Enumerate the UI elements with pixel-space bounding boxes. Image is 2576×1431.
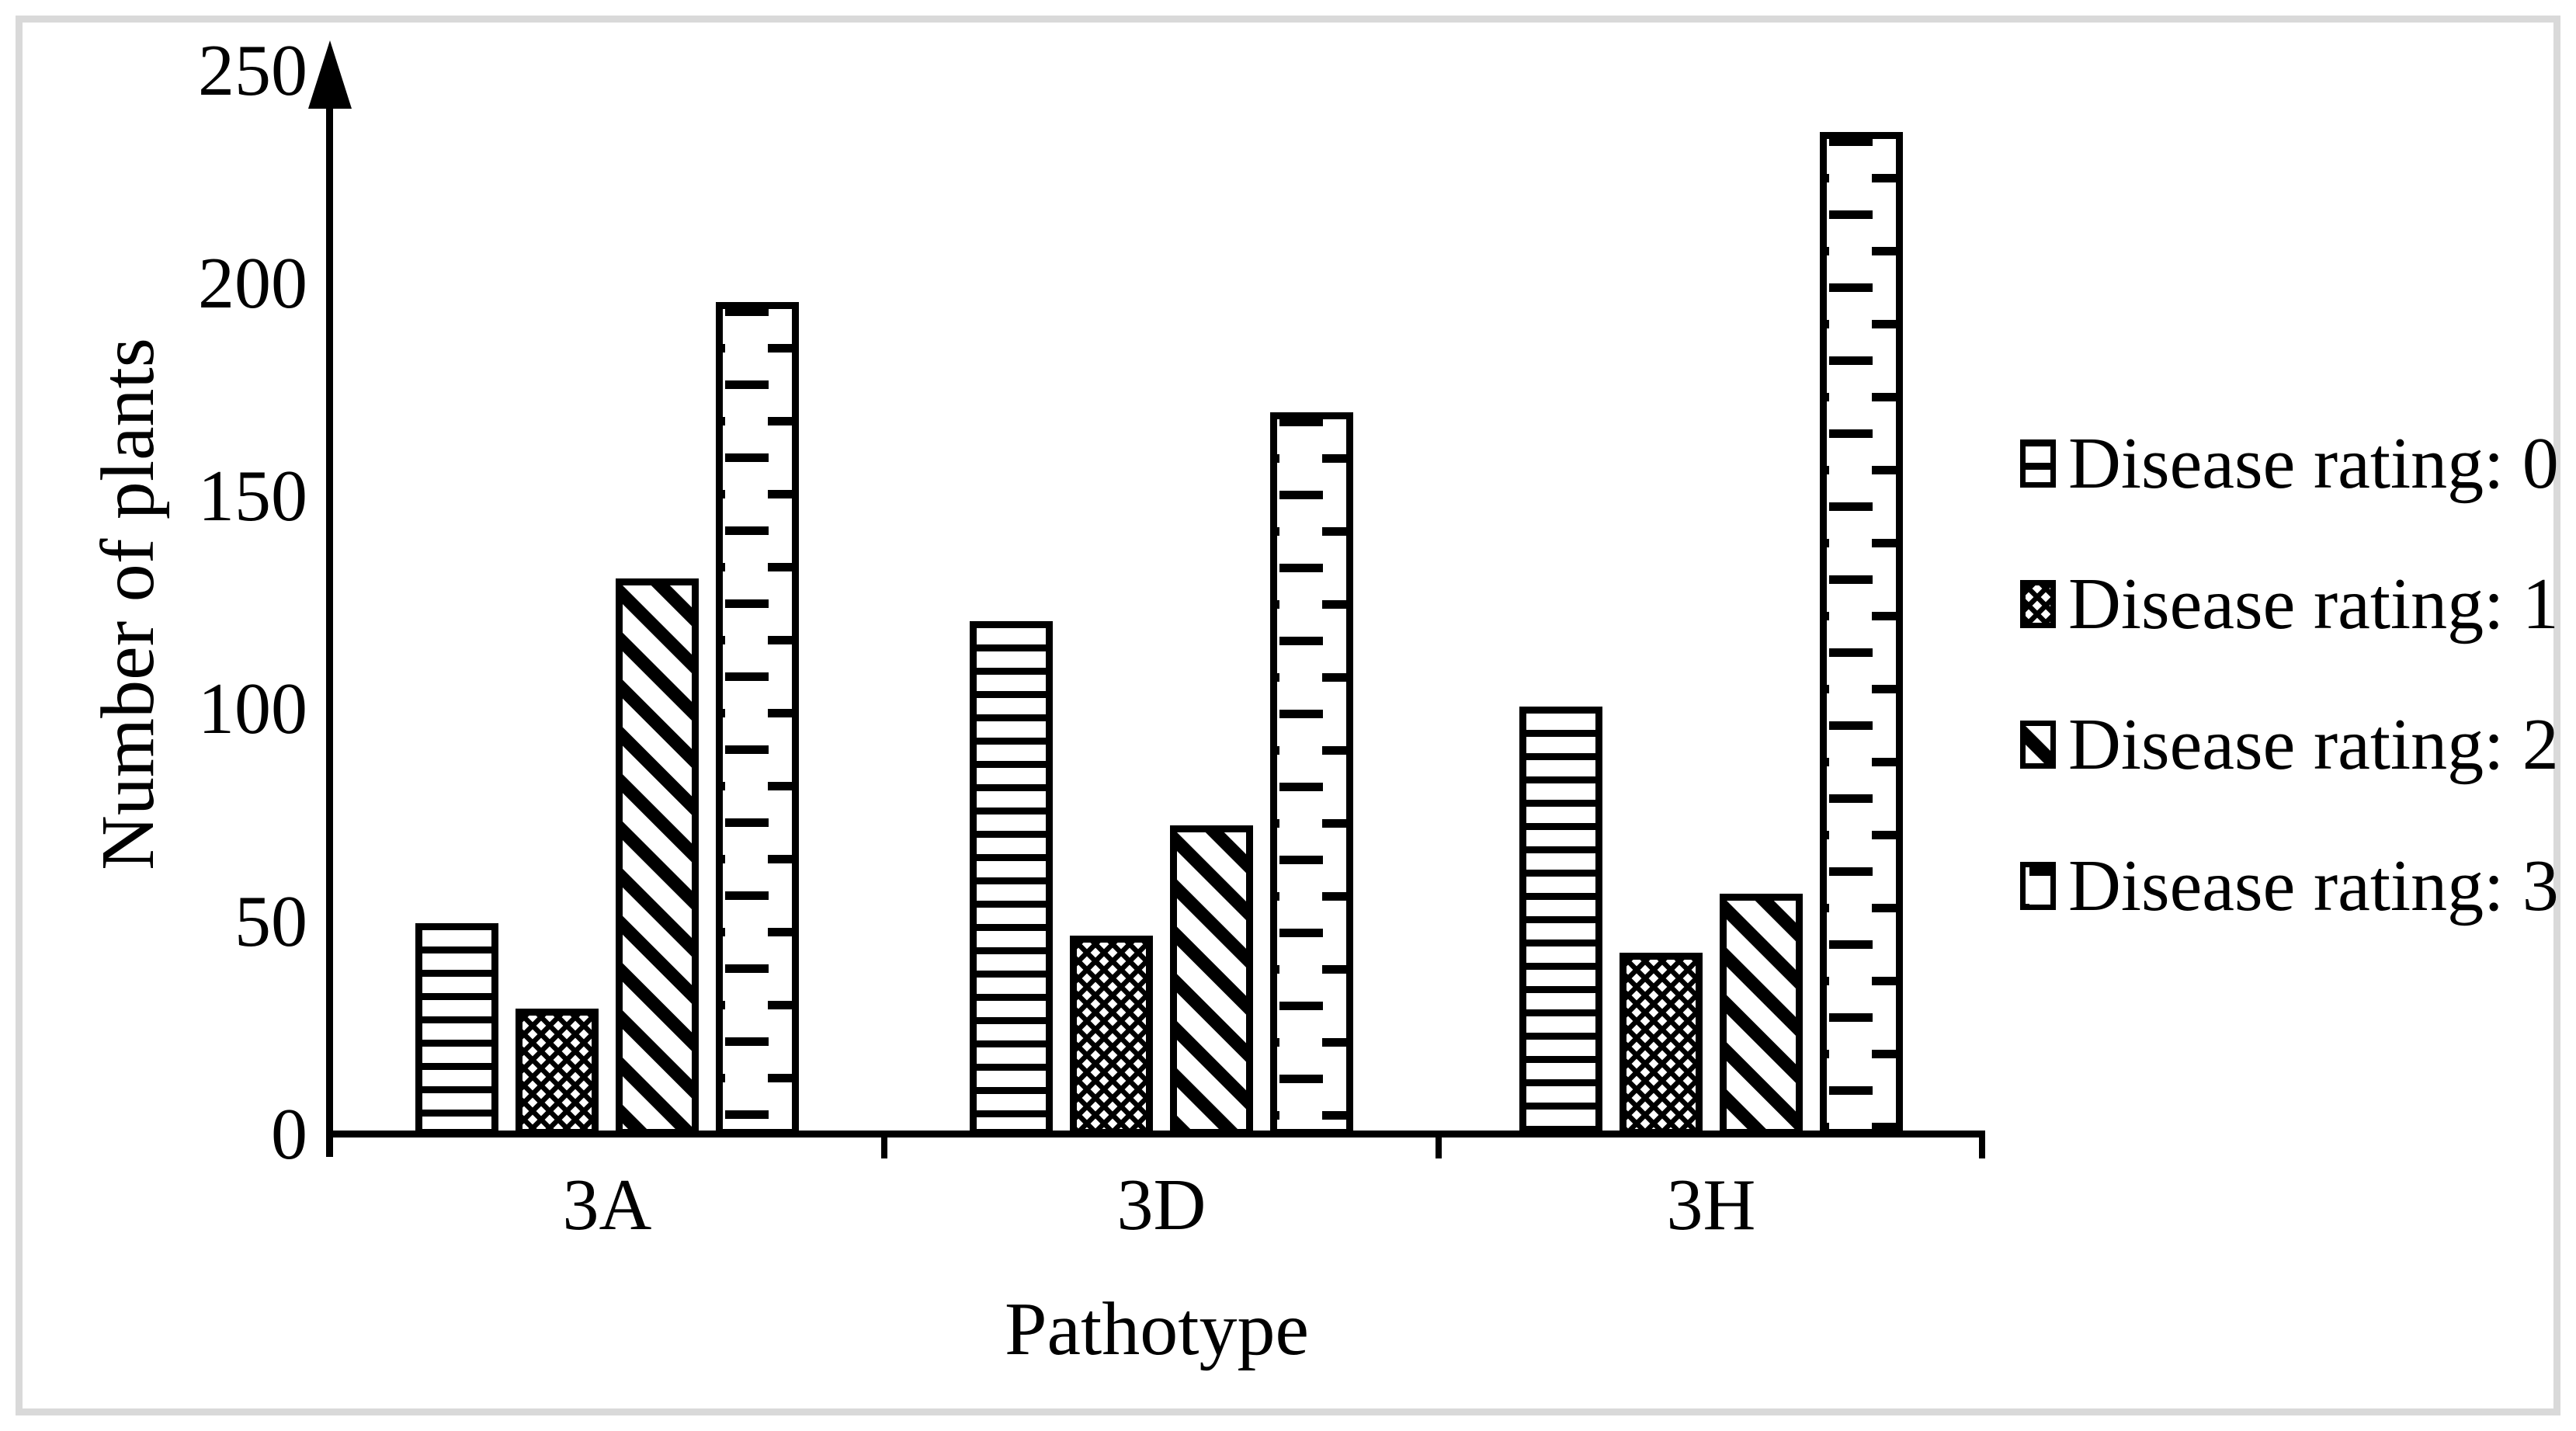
legend-item-0: Disease rating: 0: [2020, 421, 2559, 506]
legend-item-3: Disease rating: 3: [2020, 843, 2559, 929]
x-category-label-3A: 3A: [562, 1165, 652, 1245]
legend-label: Disease rating: 1: [2068, 564, 2559, 644]
bar-3D-series-1: [1070, 936, 1153, 1136]
x-axis-line: [326, 1131, 1985, 1138]
x-axis-title: Pathotype: [1005, 1287, 1309, 1371]
bar-3H-series-1: [1620, 953, 1703, 1136]
y-tick-label: 150: [198, 455, 307, 537]
legend-item-1: Disease rating: 1: [2020, 561, 2559, 647]
legend-item-2: Disease rating: 2: [2020, 702, 2559, 787]
y-axis-title: Number of plants: [86, 338, 170, 870]
bar-3A-series-3: [716, 302, 799, 1136]
y-tick-label: 100: [198, 668, 307, 749]
legend-swatch-diagonal-crosshatch-icon: [2020, 580, 2056, 628]
legend-swatch-wide-downward-diagonal-icon: [2020, 721, 2056, 769]
y-axis-line: [326, 97, 333, 1157]
bar-3D-series-2: [1170, 825, 1253, 1136]
bar-3A-series-1: [516, 1009, 599, 1136]
x-axis-tick: [881, 1134, 887, 1158]
legend-label: Disease rating: 3: [2068, 846, 2559, 926]
y-tick-label: 200: [198, 242, 307, 324]
bar-3D-series-0: [970, 621, 1053, 1136]
bar-3H-series-0: [1519, 707, 1602, 1136]
figure-border-frame: [16, 16, 2560, 1415]
bar-3H-series-2: [1720, 894, 1803, 1136]
bar-3H-series-3: [1820, 132, 1903, 1136]
y-tick-label: 250: [198, 30, 307, 111]
bar-3A-series-2: [616, 578, 699, 1136]
legend-swatch-dashed-horizontal-bricks-icon: [2020, 862, 2056, 910]
y-tick-label: 50: [234, 880, 307, 962]
x-category-label-3H: 3H: [1666, 1165, 1756, 1245]
y-tick-label: 0: [271, 1093, 307, 1175]
bar-3A-series-0: [415, 923, 498, 1136]
legend-label: Disease rating: 2: [2068, 704, 2559, 785]
x-axis-tick: [1979, 1134, 1985, 1158]
x-category-label-3D: 3D: [1116, 1165, 1206, 1245]
bar-3D-series-3: [1270, 412, 1353, 1136]
legend-label: Disease rating: 0: [2068, 423, 2559, 504]
legend-swatch-horizontal-lines-icon: [2020, 439, 2056, 488]
x-axis-tick: [1436, 1134, 1442, 1158]
